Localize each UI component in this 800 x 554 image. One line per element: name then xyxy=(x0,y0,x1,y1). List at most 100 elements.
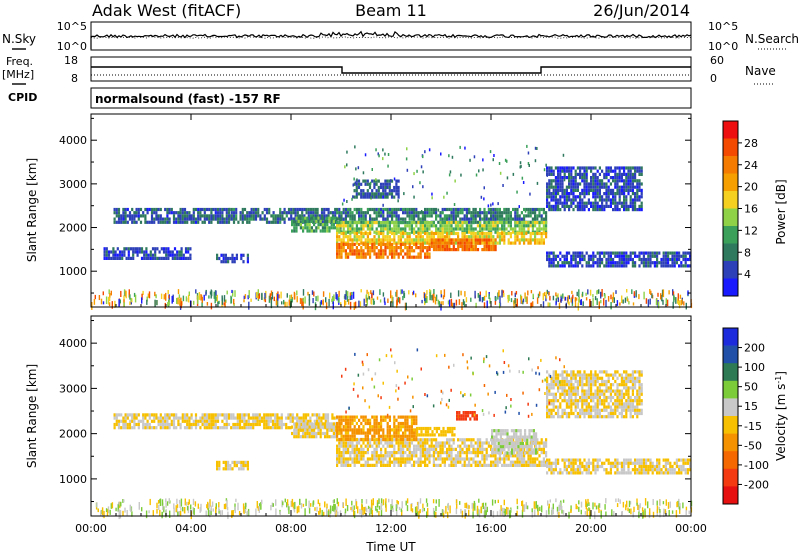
echo-cell xyxy=(305,211,308,215)
echo-cell xyxy=(120,426,123,430)
echo-cell xyxy=(276,422,279,427)
echo-cell xyxy=(525,460,528,464)
echo-cell xyxy=(221,220,224,224)
echo-cell xyxy=(483,238,486,242)
echo-cell xyxy=(205,426,209,430)
echo-cell xyxy=(313,435,316,439)
echo-cell xyxy=(572,208,575,212)
scatter-cell xyxy=(141,293,143,300)
echo-cell xyxy=(353,457,356,461)
echo-cell xyxy=(474,214,477,218)
echo-cell xyxy=(454,241,457,245)
echo-cell xyxy=(634,261,637,265)
echo-cell xyxy=(492,241,495,245)
echo-cell xyxy=(317,226,320,230)
echo-cell xyxy=(548,251,551,255)
echo-cell xyxy=(430,244,433,248)
echo-cell xyxy=(139,220,143,224)
echo-cell xyxy=(287,426,290,430)
echo-cell xyxy=(369,438,372,442)
echo-cell xyxy=(402,451,405,455)
scatter-cell xyxy=(168,295,170,299)
scatter-cell xyxy=(510,298,513,303)
echo-cell xyxy=(399,235,402,239)
echo-cell xyxy=(241,220,244,224)
echo-cell xyxy=(598,204,601,208)
echo-cell xyxy=(495,429,498,433)
echo-cell xyxy=(531,438,534,442)
echo-cell xyxy=(219,207,222,212)
echo-cell xyxy=(404,207,407,212)
echo-cell xyxy=(503,457,506,461)
echo-cell xyxy=(294,214,297,218)
echo-cell xyxy=(397,221,400,225)
echo-cell xyxy=(293,431,296,436)
echo-cell xyxy=(179,214,182,218)
echo-cell xyxy=(190,422,193,427)
echo-cell xyxy=(512,217,515,221)
echo-cell xyxy=(114,256,117,260)
scatter-cell xyxy=(626,289,628,293)
echo-cell xyxy=(552,198,555,202)
scatter-cell xyxy=(578,289,580,298)
echo-cell xyxy=(386,192,389,196)
echo-cell xyxy=(362,415,365,419)
echo-cell xyxy=(304,416,308,420)
echo-cell xyxy=(391,231,394,236)
echo-cell xyxy=(450,457,453,461)
echo-cell xyxy=(612,176,615,180)
echo-cell xyxy=(408,447,411,451)
echo-cell xyxy=(364,211,367,215)
echo-cell xyxy=(651,251,654,255)
echo-cell xyxy=(166,207,169,212)
echo-cell xyxy=(465,451,468,455)
echo-cell xyxy=(332,428,335,432)
echo-cell xyxy=(596,176,599,180)
scatter-cell xyxy=(213,291,215,299)
echo-cell xyxy=(443,230,446,234)
echo-cell xyxy=(353,195,356,199)
echo-cell xyxy=(313,422,316,427)
colorbar-tick-label: 24 xyxy=(744,159,758,172)
scatter-cell xyxy=(243,295,245,300)
echo-cell xyxy=(585,192,588,196)
scatter-cell xyxy=(592,298,594,306)
scatter-cell xyxy=(440,301,442,305)
echo-cell xyxy=(377,457,380,461)
sparse-cell xyxy=(364,153,367,157)
echo-cell xyxy=(496,241,499,245)
echo-cell xyxy=(364,444,367,448)
echo-cell xyxy=(656,254,659,258)
echo-cell xyxy=(430,224,433,228)
echo-cell xyxy=(344,252,347,256)
echo-cell xyxy=(426,207,429,212)
scatter-cell xyxy=(402,296,404,301)
echo-cell xyxy=(145,250,148,254)
scatter-cell xyxy=(672,289,674,296)
echo-cell xyxy=(248,220,251,224)
echo-cell xyxy=(634,192,637,196)
echo-cell xyxy=(459,438,462,442)
echo-cell xyxy=(620,257,623,262)
sparse-cell xyxy=(397,199,399,203)
velocity-heatmap-cells xyxy=(95,348,693,520)
echo-cell xyxy=(258,416,261,420)
echo-cell xyxy=(388,224,391,228)
echo-cell xyxy=(424,238,427,242)
echo-cell xyxy=(295,435,298,439)
echo-cell xyxy=(369,227,372,231)
echo-cell xyxy=(579,176,582,180)
echo-cell xyxy=(491,432,494,436)
echo-cell xyxy=(192,217,195,221)
echo-cell xyxy=(347,425,350,429)
echo-cell xyxy=(391,460,394,464)
echo-cell xyxy=(443,227,446,231)
echo-cell xyxy=(487,463,490,467)
echo-cell xyxy=(550,261,553,265)
echo-cell xyxy=(421,214,424,218)
echo-cell xyxy=(554,185,557,189)
echo-cell xyxy=(518,221,521,225)
echo-cell xyxy=(461,457,464,461)
echo-cell xyxy=(358,230,361,234)
echo-cell xyxy=(614,166,617,170)
